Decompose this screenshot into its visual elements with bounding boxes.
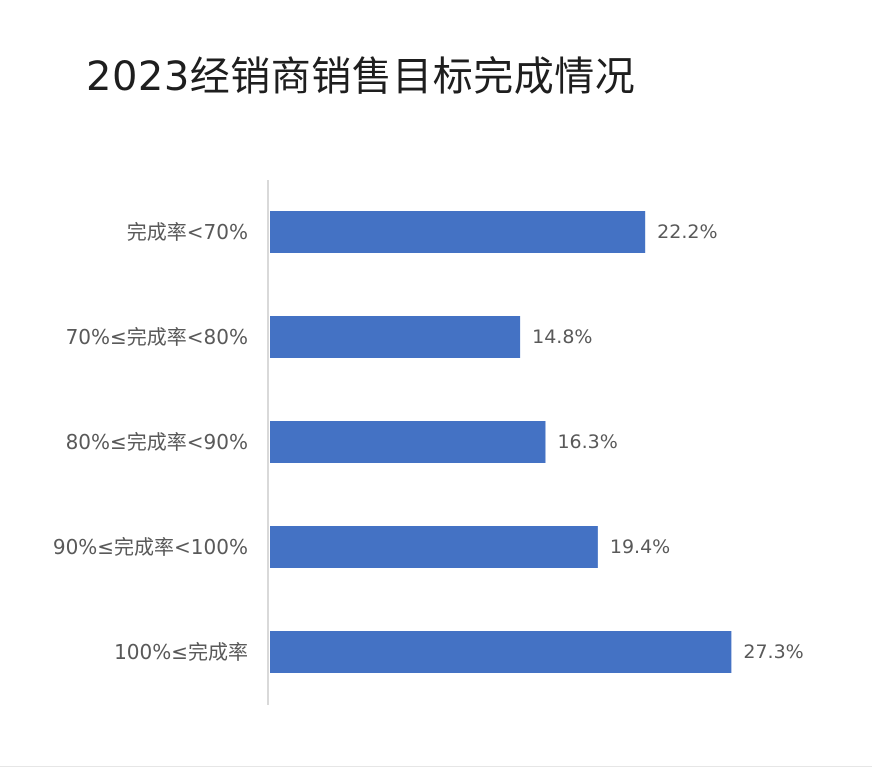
- value-labels: 22.2% 14.8% 16.3% 19.4% 27.3%: [532, 221, 804, 663]
- bar: [270, 526, 598, 568]
- bar: [270, 211, 646, 253]
- bar: [270, 316, 521, 358]
- category-label: 80%≤完成率<90%: [66, 430, 248, 454]
- data-label: 19.4%: [610, 536, 670, 558]
- bar: [270, 631, 732, 673]
- category-label: 100%≤完成率: [114, 640, 248, 664]
- bottom-divider: [0, 766, 872, 767]
- data-label: 27.3%: [743, 641, 803, 663]
- category-labels: 完成率<70% 70%≤完成率<80% 80%≤完成率<90% 90%≤完成率<100…: [53, 220, 248, 664]
- bar: [270, 421, 546, 463]
- category-label: 完成率<70%: [127, 220, 248, 244]
- category-label: 70%≤完成率<80%: [66, 325, 248, 349]
- data-label: 16.3%: [557, 431, 617, 453]
- data-label: 14.8%: [532, 326, 592, 348]
- bars: [270, 211, 732, 673]
- chart-title: 2023经销商销售目标完成情况: [86, 54, 636, 100]
- data-label: 22.2%: [657, 221, 717, 243]
- category-label: 90%≤完成率<100%: [53, 535, 248, 559]
